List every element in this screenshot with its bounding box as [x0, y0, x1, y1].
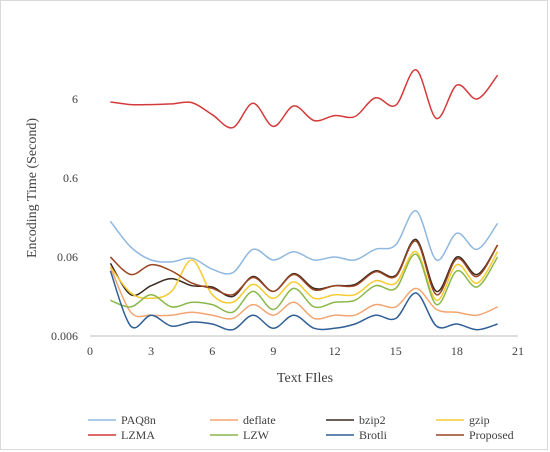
x-tick-label: 9 [270, 344, 276, 358]
plot-area [109, 69, 499, 331]
y-tick-label: 0.006 [51, 329, 78, 343]
axes: Encoding Time (Second) Text FIles 0 3 6 9 12… [25, 92, 524, 386]
series-line-proposed [109, 240, 499, 296]
legend: PAQ8n deflate bzip2 gzip LZMA LZW Brotli Propos… [88, 413, 514, 442]
x-tick-label: 21 [512, 344, 524, 358]
x-axis-title: Text FIles [277, 371, 333, 386]
y-tick-label: 6 [72, 92, 78, 106]
x-tick-label: 12 [329, 344, 341, 358]
series-line-gzip [109, 250, 499, 304]
legend-label-deflate: deflate [243, 413, 276, 427]
series-line-bzip2 [109, 238, 499, 298]
y-tick-label: 0.06 [57, 250, 78, 264]
legend-label-gzip: gzip [469, 413, 490, 427]
x-tick-label: 3 [148, 344, 154, 358]
x-tick-label: 0 [87, 344, 93, 358]
x-tick-label: 15 [390, 344, 402, 358]
series-line-paq8n [109, 210, 499, 275]
legend-label-bzip2: bzip2 [359, 413, 386, 427]
legend-label-lzw: LZW [243, 428, 270, 442]
x-tick-label: 6 [209, 344, 215, 358]
x-tick-label: 18 [451, 344, 463, 358]
y-tick-label: 0.6 [63, 171, 78, 185]
series-line-lzw [110, 253, 499, 314]
legend-label-brotli: Brotli [359, 428, 388, 442]
series-line-deflate [109, 266, 498, 320]
series-line-lzma [110, 69, 499, 129]
legend-label-proposed: Proposed [469, 428, 514, 442]
legend-label-lzma: LZMA [121, 428, 155, 442]
series-line-brotli [109, 270, 498, 331]
y-axis-title: Encoding Time (Second) [25, 118, 40, 258]
legend-label-paq8n: PAQ8n [121, 413, 156, 427]
